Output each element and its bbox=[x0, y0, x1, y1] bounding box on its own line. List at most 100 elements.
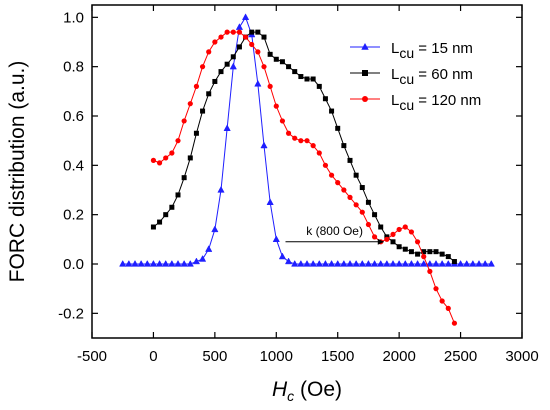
data-point bbox=[327, 259, 336, 267]
annotation-arrowhead bbox=[377, 238, 384, 245]
data-point bbox=[278, 252, 287, 260]
data-point bbox=[193, 130, 199, 136]
data-point bbox=[249, 41, 255, 48]
data-point bbox=[438, 259, 446, 267]
data-point bbox=[347, 194, 353, 200]
data-point bbox=[285, 130, 292, 136]
data-point bbox=[224, 29, 230, 35]
x-axis-title-unit: (Oe) bbox=[294, 378, 342, 401]
data-point bbox=[304, 76, 310, 82]
data-point bbox=[156, 160, 163, 166]
data-point bbox=[384, 236, 390, 242]
data-point bbox=[236, 44, 242, 50]
data-point bbox=[413, 259, 422, 267]
data-point bbox=[261, 64, 267, 70]
data-point bbox=[212, 39, 218, 45]
data-point bbox=[229, 62, 237, 70]
data-point bbox=[340, 259, 348, 267]
data-point bbox=[236, 29, 243, 35]
data-point bbox=[157, 219, 163, 225]
data-point bbox=[186, 259, 194, 267]
data-point bbox=[223, 124, 231, 131]
series-2-line bbox=[153, 31, 455, 262]
data-point bbox=[463, 259, 471, 267]
data-point bbox=[163, 155, 169, 161]
x-axis-tick-label: 2500 bbox=[444, 348, 477, 365]
data-point bbox=[352, 259, 360, 267]
data-point bbox=[298, 138, 304, 144]
annotation-label: k (800 Oe) bbox=[306, 224, 363, 238]
data-point bbox=[131, 259, 139, 267]
data-point bbox=[292, 135, 298, 141]
x-axis-tick-label: 1500 bbox=[321, 348, 354, 365]
data-point bbox=[181, 175, 187, 181]
data-point bbox=[451, 259, 457, 265]
data-point bbox=[316, 83, 322, 89]
data-point bbox=[389, 259, 397, 267]
data-point bbox=[150, 157, 157, 163]
legend-marker bbox=[362, 70, 368, 76]
data-point bbox=[347, 157, 353, 163]
data-point bbox=[353, 172, 359, 178]
data-point bbox=[444, 259, 452, 267]
data-point bbox=[267, 83, 273, 89]
data-point bbox=[163, 212, 169, 218]
data-point bbox=[224, 61, 230, 67]
data-point bbox=[168, 259, 176, 267]
legend-label: Lcu = 120 nm bbox=[391, 92, 481, 113]
data-point bbox=[456, 259, 465, 267]
data-point bbox=[353, 202, 359, 208]
data-point bbox=[230, 29, 236, 35]
data-point bbox=[316, 150, 322, 156]
data-point bbox=[255, 49, 261, 55]
data-point bbox=[426, 259, 434, 267]
data-point bbox=[402, 246, 408, 252]
data-point bbox=[181, 118, 187, 124]
legend-label: Lcu = 60 nm bbox=[391, 66, 473, 87]
data-point bbox=[395, 259, 403, 267]
y-axis-title: FORC distribution (a.u.) bbox=[6, 61, 29, 283]
series-1 bbox=[119, 13, 495, 267]
data-point bbox=[427, 249, 433, 255]
data-point bbox=[370, 259, 379, 267]
data-point bbox=[292, 69, 298, 75]
data-point bbox=[383, 259, 391, 267]
data-point bbox=[206, 49, 212, 55]
data-point bbox=[149, 259, 158, 267]
series-2 bbox=[150, 29, 457, 265]
data-point bbox=[315, 259, 323, 267]
data-point bbox=[310, 76, 316, 82]
legend-item-2: Lcu = 60 nm bbox=[350, 66, 473, 87]
data-point bbox=[390, 231, 396, 237]
data-point bbox=[200, 108, 206, 114]
data-point bbox=[433, 286, 439, 292]
data-point bbox=[273, 103, 279, 109]
legend-marker bbox=[362, 96, 368, 102]
data-point bbox=[303, 259, 311, 267]
data-point bbox=[481, 259, 489, 267]
x-axis-tick-label: 500 bbox=[202, 348, 227, 365]
data-point bbox=[322, 96, 328, 102]
data-point bbox=[241, 13, 250, 20]
axis-layer: -500 0 500 1000 1500 2000 2500 3000 -0.2 0.0 0.2 0.… bbox=[58, 5, 539, 365]
data-point bbox=[150, 224, 156, 230]
x-axis-tick-label: -500 bbox=[77, 348, 107, 365]
y-axis-tick-label: -0.2 bbox=[58, 305, 84, 322]
data-point bbox=[421, 254, 427, 260]
data-point bbox=[255, 29, 261, 35]
x-axis-tick-label: 0 bbox=[149, 348, 157, 365]
data-point bbox=[309, 259, 317, 267]
data-point bbox=[310, 143, 316, 149]
data-point bbox=[298, 74, 304, 80]
data-point bbox=[272, 235, 280, 242]
y-axis-tick-label: 0.8 bbox=[63, 59, 84, 76]
data-point bbox=[396, 244, 402, 250]
data-point bbox=[162, 259, 170, 267]
data-point bbox=[334, 259, 342, 267]
data-point bbox=[433, 249, 439, 255]
data-point bbox=[205, 245, 213, 252]
data-point bbox=[249, 29, 255, 35]
data-point bbox=[175, 138, 181, 144]
data-point bbox=[169, 204, 175, 210]
